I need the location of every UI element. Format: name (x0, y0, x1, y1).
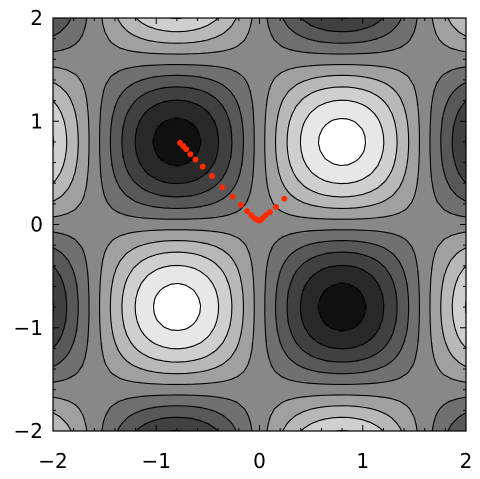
contour-fill-layer (53, 18, 467, 432)
